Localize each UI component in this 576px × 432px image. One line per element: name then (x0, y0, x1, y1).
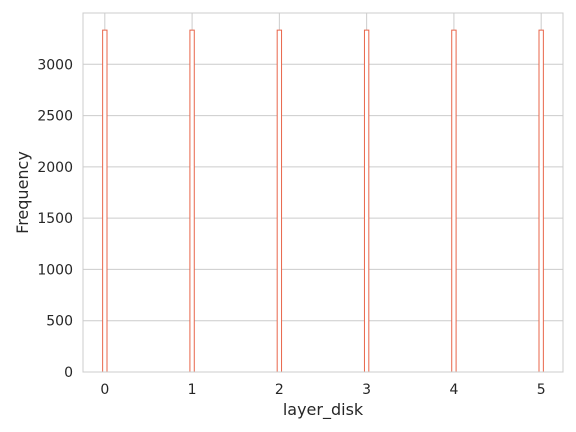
x-tick-label: 0 (100, 382, 109, 398)
histogram-bar (189, 29, 195, 373)
grid-layer (83, 13, 563, 373)
x-tick-label: 2 (275, 382, 284, 398)
x-tick-label: 4 (449, 382, 458, 398)
plot-frame (82, 12, 564, 373)
x-tick-label: 5 (537, 382, 546, 398)
histogram-bar (363, 29, 370, 373)
histogram-bar (451, 29, 457, 373)
y-tick-label: 1500 (37, 211, 73, 227)
y-tick-label: 2500 (37, 109, 73, 125)
y-tick-label: 500 (46, 314, 73, 330)
x-tick-label: 1 (188, 382, 197, 398)
spines-layer (82, 12, 564, 373)
histogram-bar (102, 29, 108, 373)
histogram-bar (538, 29, 544, 373)
ticks-layer: 0 500 1000 1500 2000 2500 3000 0 1 2 3 4 5 (37, 57, 545, 398)
y-tick-label: 3000 (37, 57, 73, 73)
y-axis-label: Frequency (13, 151, 32, 234)
x-axis-label: layer_disk (283, 400, 364, 420)
x-tick-label: 3 (362, 382, 371, 398)
histogram-bar (276, 29, 283, 373)
y-tick-label: 0 (64, 365, 73, 381)
y-tick-label: 2000 (37, 160, 73, 176)
y-tick-label: 1000 (37, 262, 73, 278)
